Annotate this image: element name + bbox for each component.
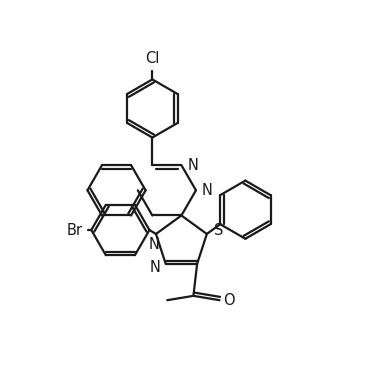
Text: S: S bbox=[214, 223, 223, 239]
Text: N: N bbox=[187, 158, 198, 173]
Text: N: N bbox=[149, 237, 160, 252]
Text: N: N bbox=[202, 183, 212, 198]
Text: Cl: Cl bbox=[145, 51, 160, 66]
Text: Br: Br bbox=[67, 223, 83, 238]
Text: N: N bbox=[150, 260, 161, 275]
Text: O: O bbox=[223, 292, 235, 308]
